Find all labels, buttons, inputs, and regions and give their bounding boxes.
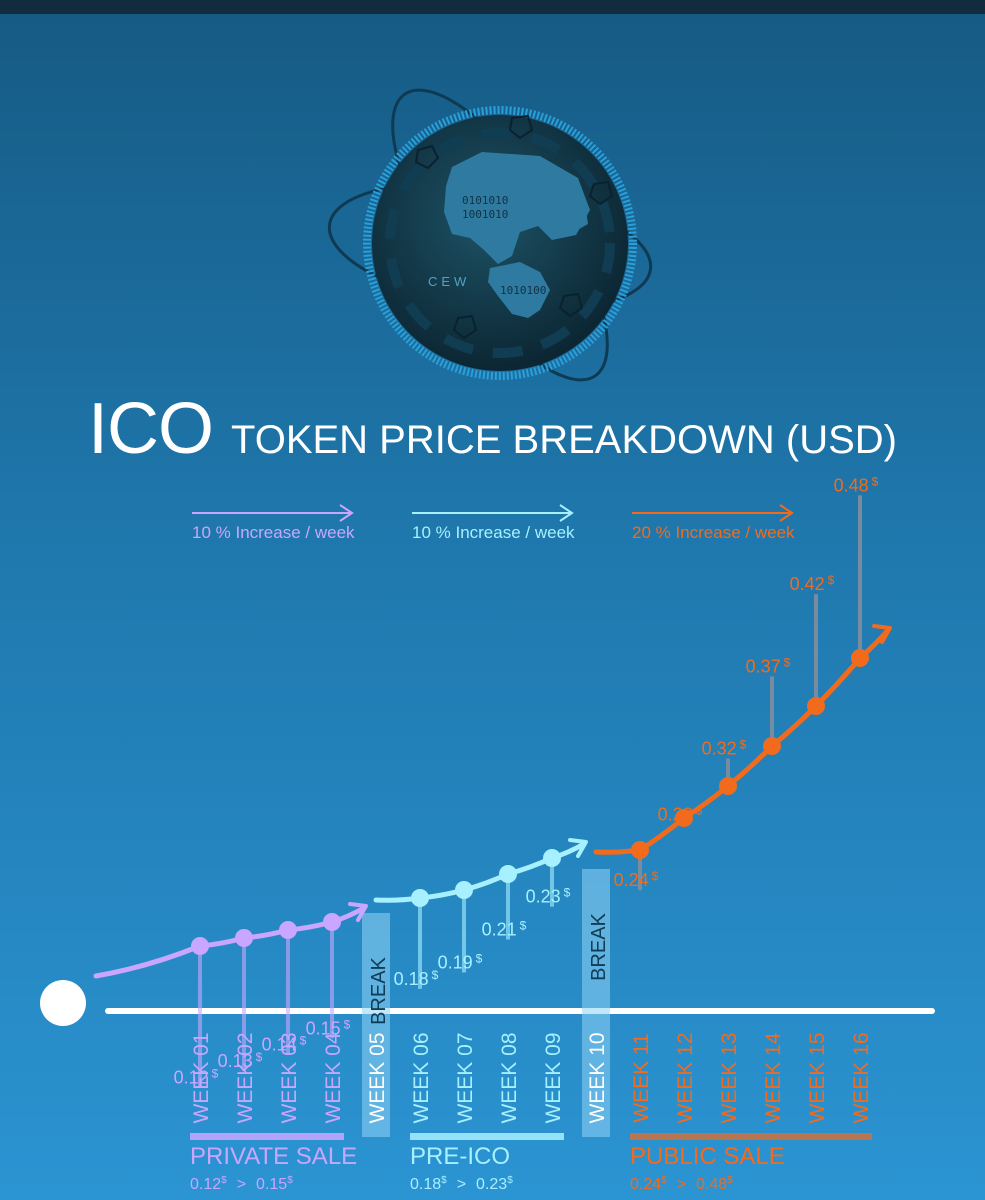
price-point	[191, 937, 209, 955]
title-subtitle: TOKEN PRICE BREAKDOWN (USD)	[231, 418, 897, 462]
price-label: 0.14 $	[262, 1034, 307, 1055]
price-label: 0.19 $	[438, 951, 483, 972]
price-point	[763, 737, 781, 755]
break-label: BREAK	[588, 912, 610, 980]
curve-arrowhead	[348, 902, 368, 922]
rate-arrowhead	[779, 504, 794, 522]
price-point	[323, 913, 341, 931]
price-label: 0.48 $	[834, 474, 879, 495]
week-label-2: WEEK 02	[234, 1032, 257, 1123]
week-label-8: WEEK 08	[498, 1032, 521, 1123]
logo-text: CEW	[428, 274, 470, 289]
timeline-start-marker	[40, 980, 86, 1026]
week-label-4: WEEK 04	[322, 1032, 345, 1123]
week-label-11: WEEK 11	[630, 1033, 653, 1122]
svg-text:1001010: 1001010	[462, 208, 508, 221]
price-label: 0.23 $	[526, 886, 571, 907]
rate-arrowhead	[339, 504, 354, 522]
top-bar	[0, 0, 985, 14]
week-label-7: WEEK 07	[454, 1032, 477, 1123]
price-label: 0.13 $	[218, 1050, 263, 1071]
week-label-5: WEEK 05	[366, 1032, 389, 1123]
globe-logo: 0101010 1001010 1010100 CEW	[327, 88, 653, 382]
week-label-13: WEEK 13	[718, 1032, 741, 1123]
price-label: 0.15 $	[306, 1017, 351, 1038]
private-sale-label: PRIVATE SALE	[190, 1143, 357, 1170]
public-sale-rate-label: 20 % Increase / week	[632, 523, 795, 542]
pre-ico-rate-label: 10 % Increase / week	[412, 523, 575, 542]
week-label-12: WEEK 12	[674, 1032, 697, 1123]
price-label: 0.21 $	[482, 919, 527, 940]
rate-arrowhead	[559, 504, 574, 522]
pre-ico-range: 0.18$ >0.23$	[410, 1175, 513, 1193]
price-point	[719, 777, 737, 795]
price-point	[807, 697, 825, 715]
price-label: 0.24 $	[614, 869, 659, 890]
curve-arrowhead	[872, 624, 892, 644]
private-sale-bar	[190, 1133, 344, 1140]
private-sale-range: 0.12$ >0.15$	[190, 1175, 293, 1193]
public-sale-range: 0.24$ >0.48$	[630, 1175, 733, 1193]
week-label-14: WEEK 14	[762, 1032, 785, 1123]
price-point	[499, 865, 517, 883]
price-point	[235, 929, 253, 947]
price-label: 0.37 $	[746, 655, 791, 676]
svg-text:1010100: 1010100	[500, 284, 546, 297]
price-point	[851, 649, 869, 667]
title-ico: ICO	[87, 389, 214, 469]
week-label-10: WEEK 10	[586, 1032, 609, 1123]
price-point	[279, 921, 297, 939]
private-sale-rate-label: 10 % Increase / week	[192, 523, 355, 542]
price-point	[455, 881, 473, 899]
week-label-16: WEEK 16	[850, 1032, 873, 1123]
price-label: 0.18 $	[394, 968, 439, 989]
break-label: BREAK	[368, 956, 390, 1024]
week-label-15: WEEK 15	[806, 1032, 829, 1123]
curve-arrowhead	[568, 838, 588, 858]
break-bar	[582, 869, 610, 1137]
week-label-6: WEEK 06	[410, 1032, 433, 1123]
price-point	[675, 809, 693, 827]
svg-text:0101010: 0101010	[462, 194, 508, 207]
price-label: 0.12 $	[174, 1067, 219, 1088]
price-label: 0.32 $	[702, 738, 747, 759]
pre-ico-bar	[410, 1133, 564, 1140]
week-label-9: WEEK 09	[542, 1032, 565, 1123]
price-point	[543, 849, 561, 867]
price-label: 0.28 $	[658, 803, 703, 824]
pre-ico-label: PRE-ICO	[410, 1143, 510, 1170]
price-point	[411, 889, 429, 907]
break-bar	[362, 913, 390, 1137]
public-sale-label: PUBLIC SALE	[630, 1143, 785, 1170]
week-label-1: WEEK 01	[190, 1032, 213, 1123]
price-point	[631, 841, 649, 859]
public-sale-bar	[630, 1133, 872, 1140]
private-sale-curve	[93, 905, 367, 979]
week-label-3: WEEK 03	[278, 1032, 301, 1123]
price-label: 0.42 $	[790, 573, 835, 594]
page-title: ICO TOKEN PRICE BREAKDOWN (USD)	[0, 388, 985, 470]
